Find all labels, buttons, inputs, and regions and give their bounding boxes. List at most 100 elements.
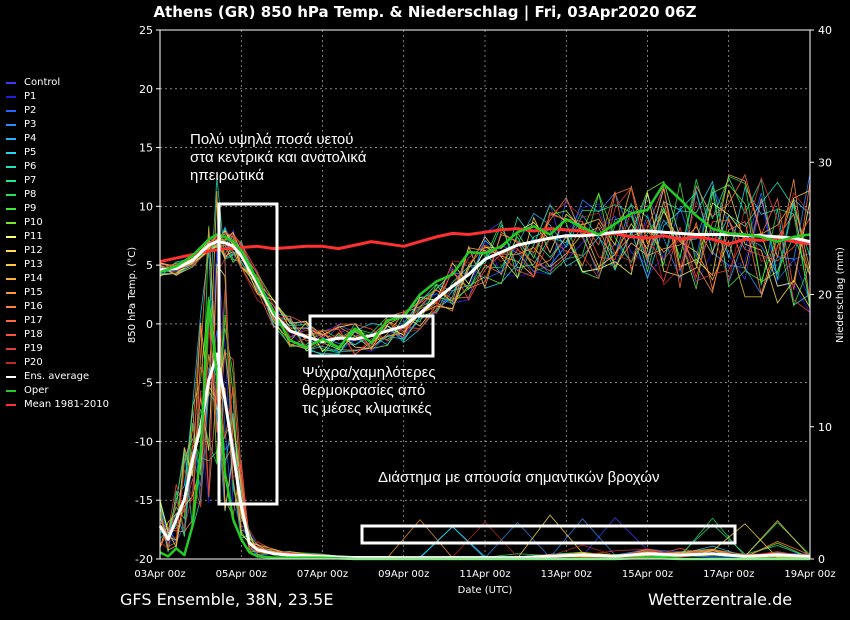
annotation-box-cold — [308, 314, 435, 358]
legend-label: P9 — [24, 203, 37, 214]
legend-item: P12 — [6, 244, 109, 258]
ensemble-member-precip-line — [159, 257, 811, 559]
legend-item: P15 — [6, 286, 109, 300]
x-tick-label: 09Apr 00z — [378, 569, 429, 580]
ensemble-member-temp-line — [159, 180, 811, 355]
legend-item: P5 — [6, 146, 109, 160]
legend-item: P7 — [6, 174, 109, 188]
y-tick-label: 5 — [146, 259, 153, 272]
legend-label: P17 — [24, 315, 43, 326]
legend-label: P19 — [24, 343, 43, 354]
legend-swatch — [6, 82, 16, 84]
ensemble-member-precip-line — [159, 417, 811, 559]
annotation-top: Πολύ υψηλά ποσά υετού στα κεντρικά και α… — [190, 131, 366, 185]
footer-source: Wetterzentrale.de — [648, 590, 793, 609]
annotation-top-line-1: Πολύ υψηλά ποσά υετού — [190, 131, 354, 148]
legend-swatch — [6, 236, 16, 238]
annotation-box-heavy-rain — [217, 202, 279, 506]
legend-label: P1 — [24, 91, 37, 102]
y2-axis-label: Niederschlag (mm) — [835, 247, 846, 343]
annotation-bottom: Διάστημα με απουσία σημαντικών βροχών — [378, 469, 660, 486]
legend-label: P5 — [24, 147, 37, 158]
y-tick-label: 20 — [139, 83, 153, 96]
annotation-top-line-3: ηπειρωτικά — [190, 167, 264, 184]
legend-item: P2 — [6, 104, 109, 118]
ensemble-member-temp-line — [159, 209, 811, 342]
legend-swatch — [6, 390, 16, 392]
annotation-middle-line-2: θερμοκρασίες από — [302, 382, 426, 399]
x-tick-label: 07Apr 00z — [297, 569, 348, 580]
legend-label: P7 — [24, 175, 37, 186]
legend-swatch — [6, 152, 16, 154]
legend-label: Mean 1981-2010 — [24, 399, 109, 410]
ensemble-member-temp-line — [159, 192, 811, 352]
footer-model-info: GFS Ensemble, 38N, 23.5E — [120, 590, 334, 609]
temp-line-oper — [159, 182, 811, 349]
y2-tick-label: 0 — [818, 553, 825, 566]
legend-label: P15 — [24, 287, 43, 298]
legend-item: P11 — [6, 230, 109, 244]
legend-item: P3 — [6, 118, 109, 132]
legend-label: P3 — [24, 119, 37, 130]
legend-item: Oper — [6, 384, 109, 398]
y2-tick-label: 10 — [818, 421, 832, 434]
legend-label: P11 — [24, 231, 43, 242]
legend-swatch — [6, 348, 16, 350]
y-tick-label: -20 — [135, 553, 153, 566]
legend-label: P10 — [24, 217, 43, 228]
y-tick-label: 25 — [139, 24, 153, 37]
legend: Control P1 P2 P3 P4 P5 P6 P7 P8 P9 P10 P11 P12 P13 P14… — [6, 76, 109, 412]
x-tick-label: 17Apr 00z — [703, 569, 754, 580]
precip-line-ens-average — [158, 352, 811, 560]
precip-line-oper — [159, 299, 810, 561]
legend-swatch — [6, 180, 16, 182]
legend-item: P17 — [6, 314, 109, 328]
x-tick-label: 05Apr 00z — [216, 569, 267, 580]
legend-swatch — [6, 292, 16, 294]
x-tick-label: 15Apr 00z — [622, 569, 673, 580]
y-axis-label: 850 hPa Temp. (°C) — [127, 247, 138, 343]
legend-label: P2 — [24, 105, 37, 116]
legend-item: P20 — [6, 356, 109, 370]
series-layer — [158, 182, 811, 561]
chart-title: Athens (GR) 850 hPa Temp. & Niederschlag… — [153, 3, 697, 21]
legend-label: P4 — [24, 133, 37, 144]
x-tick-label: 19Apr 00z — [784, 569, 835, 580]
legend-label: P16 — [24, 301, 43, 312]
legend-swatch — [6, 362, 16, 364]
legend-item: P1 — [6, 90, 109, 104]
legend-swatch — [6, 320, 16, 322]
legend-label: P8 — [24, 189, 37, 200]
legend-swatch — [6, 166, 16, 168]
ensemble-member-temp-line — [159, 184, 811, 343]
legend-swatch — [6, 264, 16, 266]
y-tick-label: 10 — [139, 200, 153, 213]
y-tick-label: 0 — [146, 318, 153, 331]
legend-swatch — [6, 250, 16, 252]
y2-tick-label: 30 — [818, 156, 832, 169]
temp-line-mean-1981-2010 — [159, 227, 811, 264]
y-tick-label: 15 — [139, 142, 153, 155]
legend-item: P16 — [6, 300, 109, 314]
ensemble-member-temp-line — [159, 176, 811, 356]
legend-item: Control — [6, 76, 109, 90]
legend-item: P6 — [6, 160, 109, 174]
y-tick-label: -15 — [135, 494, 153, 507]
legend-item: P4 — [6, 132, 109, 146]
legend-swatch — [6, 278, 16, 280]
x-tick-label: 03Apr 00z — [134, 569, 185, 580]
y-tick-label: -5 — [142, 377, 153, 390]
legend-label: P14 — [24, 273, 43, 284]
legend-swatch — [6, 376, 16, 378]
legend-label: P6 — [24, 161, 37, 172]
legend-label: Ens. average — [24, 371, 90, 382]
legend-item: Mean 1981-2010 — [6, 398, 109, 412]
legend-item: P19 — [6, 342, 109, 356]
legend-item: P13 — [6, 258, 109, 272]
axis-layer: 03Apr 00z 05Apr 00z 07Apr 00z 09Apr 00z 11Ap… — [127, 24, 846, 596]
ensemble-member-precip-line — [159, 289, 811, 560]
legend-swatch — [6, 404, 16, 406]
y2-tick-label: 20 — [818, 289, 832, 302]
ensemble-member-temp-line — [159, 181, 811, 356]
